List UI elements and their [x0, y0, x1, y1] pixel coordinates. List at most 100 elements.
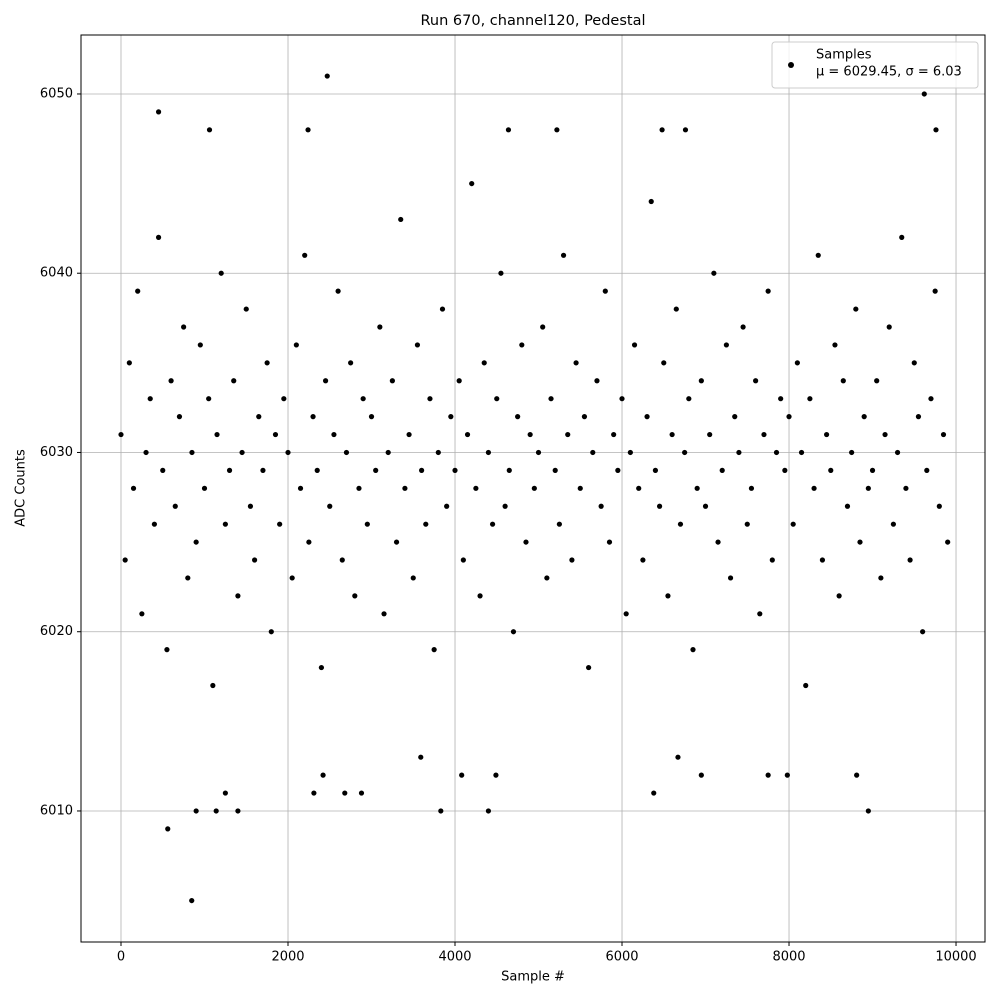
- plot-frame: [80, 34, 986, 943]
- data-point: [932, 288, 938, 294]
- data-point: [438, 808, 444, 814]
- data-point: [235, 593, 241, 599]
- data-point: [427, 396, 433, 402]
- data-point: [489, 521, 496, 527]
- data-point: [218, 270, 224, 276]
- data-point: [573, 360, 579, 366]
- data-point: [652, 467, 659, 473]
- data-point: [548, 396, 554, 402]
- data-point: [899, 234, 905, 240]
- data-point: [505, 127, 512, 133]
- data-point: [406, 431, 412, 438]
- data-point: [853, 306, 859, 312]
- legend-label: Samples: [816, 48, 872, 63]
- data-point: [698, 772, 704, 778]
- data-point: [364, 521, 370, 527]
- data-point: [915, 414, 922, 420]
- data-point: [924, 467, 930, 473]
- data-point: [769, 557, 775, 563]
- data-point: [715, 539, 721, 545]
- data-point: [222, 521, 228, 527]
- data-point: [502, 503, 508, 509]
- data-point: [314, 467, 320, 473]
- data-point: [903, 485, 909, 491]
- data-point: [765, 288, 771, 294]
- data-point: [331, 431, 337, 438]
- data-point: [773, 449, 780, 456]
- data-point: [302, 252, 308, 258]
- data-point: [431, 647, 437, 653]
- data-point: [569, 557, 575, 563]
- data-point: [661, 360, 667, 366]
- data-point: [907, 557, 913, 563]
- data-point: [798, 449, 805, 456]
- data-point: [623, 611, 629, 617]
- data-point: [247, 503, 254, 509]
- x-tick-label: 8000: [772, 950, 805, 965]
- data-point: [784, 772, 790, 778]
- data-point: [126, 360, 132, 366]
- data-point: [857, 539, 863, 545]
- grid: [81, 35, 985, 942]
- data-point: [213, 808, 219, 814]
- data-point: [493, 772, 499, 778]
- data-point: [320, 772, 326, 778]
- data-point: [260, 467, 266, 473]
- data-point: [581, 414, 588, 420]
- data-point: [418, 754, 424, 760]
- data-point: [874, 378, 880, 384]
- data-point: [264, 360, 270, 366]
- data-point: [590, 449, 596, 456]
- data-point: [865, 808, 871, 814]
- data-point: [707, 431, 713, 438]
- data-point: [765, 772, 771, 778]
- data-point: [727, 575, 734, 581]
- data-point: [277, 521, 283, 527]
- data-point: [711, 270, 717, 276]
- data-point: [206, 127, 213, 133]
- data-point: [690, 647, 696, 653]
- data-point: [552, 467, 558, 473]
- data-point: [631, 342, 638, 348]
- data-point: [627, 449, 633, 456]
- data-point: [619, 396, 625, 402]
- data-point: [231, 378, 237, 384]
- data-point: [673, 306, 679, 312]
- data-point: [252, 557, 258, 563]
- data-point: [928, 396, 934, 402]
- data-point: [840, 378, 846, 384]
- data-point: [644, 414, 650, 420]
- data-point: [757, 611, 763, 617]
- data-point: [151, 521, 157, 527]
- data-point: [844, 503, 851, 509]
- data-point: [911, 360, 917, 366]
- data-point: [682, 449, 688, 456]
- data-point: [527, 431, 533, 438]
- data-point: [459, 772, 465, 778]
- chart-title: Run 670, channel120, Pedestal: [420, 13, 645, 29]
- data-point: [256, 414, 262, 420]
- legend-note: μ = 6029.45, σ = 6.03: [816, 65, 962, 80]
- data-point: [460, 557, 466, 563]
- data-point: [373, 467, 379, 473]
- data-point: [648, 198, 654, 205]
- data-point: [640, 557, 646, 563]
- data-point: [172, 503, 178, 509]
- data-point: [143, 449, 149, 456]
- data-point: [469, 180, 475, 187]
- x-tick-label: 0: [117, 950, 125, 965]
- data-point: [761, 431, 767, 438]
- data-point: [686, 396, 692, 402]
- data-point: [185, 575, 191, 581]
- data-point: [356, 485, 362, 491]
- data-point: [385, 449, 391, 456]
- data-point: [189, 449, 195, 456]
- data-point: [832, 342, 838, 348]
- data-point: [164, 647, 170, 653]
- data-point: [435, 449, 441, 456]
- data-point: [651, 790, 657, 796]
- data-point: [352, 593, 358, 599]
- data-point: [122, 557, 128, 563]
- data-point: [473, 485, 479, 491]
